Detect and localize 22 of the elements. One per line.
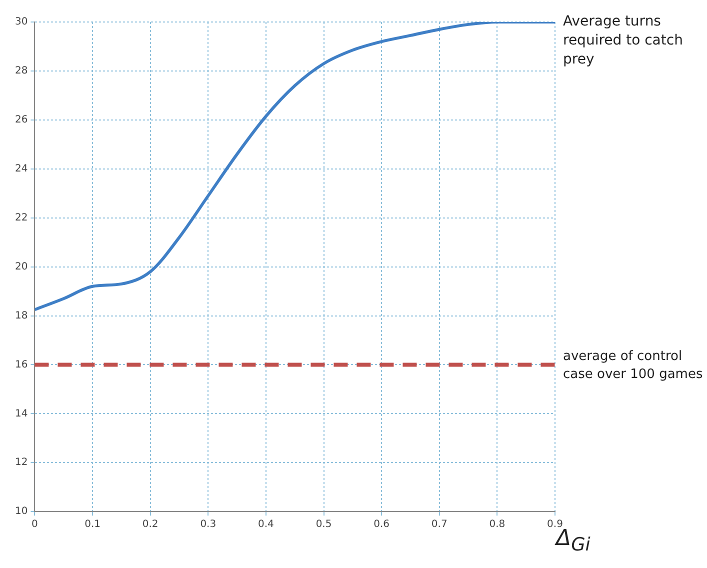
x-tick-label: 0.7 [431,519,448,530]
y-tick-label: 22 [14,212,28,224]
x-tick-label: 0.2 [142,519,158,530]
x-tick-label: 0.6 [374,519,390,530]
y-tick-label: 24 [14,163,28,174]
x-tick-label: 0.5 [316,519,332,530]
x-tick-label: 0.8 [489,519,506,530]
x-tick-label: 0.3 [200,519,216,530]
y-tick-label: 14 [14,408,28,420]
y-tick-label: 28 [14,66,28,77]
y-tick-label: 18 [14,310,28,322]
x-tick-label: 0 [32,519,38,530]
y-tick-label: 30 [14,16,28,28]
series-label: Average turns required to catch prey [563,14,683,68]
y-tick-label: 16 [14,359,28,370]
x-tick-label: 0.1 [84,519,100,530]
ref-line-label: average of control case over 100 games [563,349,703,382]
y-tick-label: 26 [14,114,28,126]
y-tick-label: 10 [14,506,28,518]
y-tick-label: 12 [14,457,28,468]
y-tick-label: 20 [14,261,28,272]
x-tick-label: 0.4 [258,519,274,530]
